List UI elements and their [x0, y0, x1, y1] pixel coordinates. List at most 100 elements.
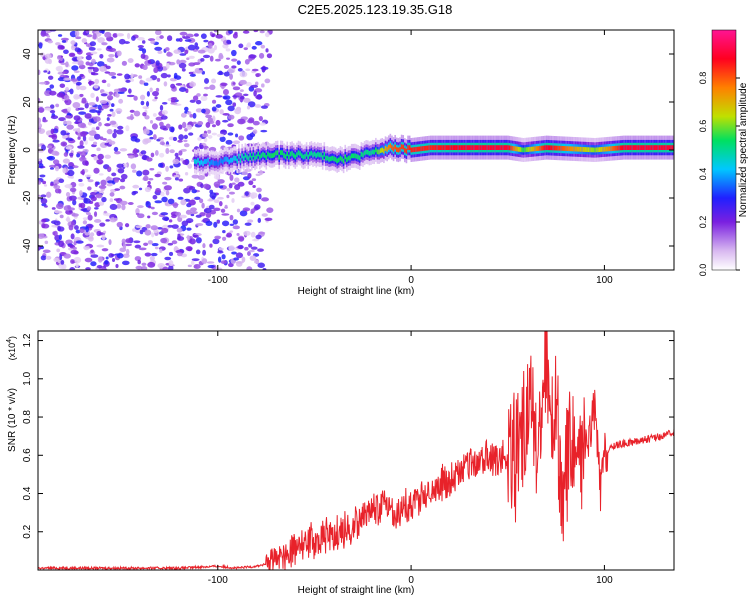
noise-speckle: [65, 137, 73, 141]
ridge-cell: [535, 146, 538, 152]
noise-speckle: [139, 79, 143, 85]
noise-speckle: [161, 110, 168, 115]
noise-speckle: [183, 134, 188, 140]
noise-speckle: [101, 30, 105, 35]
noise-speckle: [65, 217, 71, 222]
ridge-cell: [325, 155, 327, 161]
ridge-cell: [603, 146, 606, 152]
noise-speckle: [40, 52, 45, 57]
ridge-cell: [561, 146, 564, 151]
noise-speckle: [154, 173, 161, 178]
noise-speckle: [159, 104, 164, 111]
ridge-cell: [494, 145, 496, 150]
noise-speckle: [69, 152, 74, 157]
noise-speckle: [151, 232, 155, 238]
noise-speckle: [114, 188, 121, 191]
noise-speckle: [107, 94, 114, 101]
noise-speckle: [81, 168, 85, 176]
noise-speckle: [119, 247, 127, 252]
ridge-cell: [297, 150, 300, 156]
noise-speckle: [74, 225, 79, 230]
ridge-cell: [434, 145, 437, 150]
noise-speckle: [179, 53, 187, 56]
noise-speckle: [106, 183, 113, 187]
noise-speckle: [169, 126, 175, 133]
noise-speckle: [161, 227, 169, 234]
ridge-cell: [363, 150, 366, 156]
noise-speckle: [197, 49, 206, 54]
noise-speckle: [189, 238, 196, 245]
ridge-cell: [507, 145, 509, 150]
noise-speckle: [133, 240, 141, 244]
noise-speckle: [63, 205, 72, 212]
ridge-cell: [307, 154, 309, 160]
noise-speckle: [195, 249, 201, 255]
noise-speckle: [55, 203, 64, 210]
noise-speckle: [54, 188, 61, 194]
ridge-cell: [263, 152, 266, 158]
noise-speckle: [44, 107, 52, 111]
noise-speckle: [222, 95, 231, 100]
ridge-cell: [462, 145, 464, 150]
ridge-cell: [273, 152, 276, 158]
noise-speckle: [254, 41, 263, 46]
noise-speckle: [213, 221, 218, 228]
ridge-cell: [452, 145, 454, 150]
noise-speckle: [154, 246, 159, 250]
noise-speckle: [100, 179, 107, 186]
noise-speckle: [195, 108, 203, 113]
snr-x-tick-label: 0: [408, 575, 414, 586]
noise-speckle: [227, 123, 234, 128]
noise-speckle: [178, 150, 183, 156]
noise-speckle: [169, 251, 174, 257]
ridge-cell: [668, 145, 671, 150]
noise-speckle: [44, 240, 49, 245]
noise-speckle: [164, 144, 171, 147]
ridge-cell: [666, 145, 669, 150]
noise-speckle: [77, 145, 85, 149]
noise-speckle: [51, 150, 59, 156]
ridge-cell: [230, 157, 232, 163]
noise-speckle: [195, 237, 202, 244]
noise-speckle: [232, 86, 241, 91]
noise-speckle: [89, 232, 95, 237]
ridge-cell: [289, 151, 292, 157]
ridge-cell: [568, 146, 570, 152]
noise-speckle: [261, 83, 265, 88]
ridge-cell: [358, 155, 361, 161]
noise-speckle: [243, 97, 251, 103]
noise-speckle: [221, 85, 225, 90]
ridge-cell: [226, 157, 229, 163]
noise-speckle: [232, 82, 236, 85]
ridge-cell: [597, 147, 599, 153]
noise-speckle: [88, 130, 97, 136]
ridge-cell: [447, 145, 450, 150]
noise-speckle: [187, 246, 193, 252]
noise-speckle: [211, 132, 218, 136]
ridge-cell: [203, 159, 206, 164]
ridge-cell: [366, 149, 369, 155]
noise-speckle: [165, 147, 170, 155]
ridge-cell: [628, 145, 630, 150]
noise-speckle: [234, 92, 243, 97]
noise-speckle: [194, 69, 203, 74]
noise-speckle: [146, 91, 150, 97]
noise-speckle: [64, 87, 70, 92]
noise-speckle: [144, 186, 151, 193]
ridge-cell: [510, 145, 512, 151]
ridge-cell: [381, 147, 384, 153]
noise-speckle: [221, 213, 230, 216]
noise-speckle: [40, 255, 47, 261]
noise-speckle: [70, 249, 79, 255]
noise-speckle: [41, 144, 46, 151]
figure-title: C2E5.2025.123.19.35.G18: [297, 2, 453, 17]
noise-speckle: [116, 163, 124, 169]
noise-speckle: [195, 214, 202, 218]
noise-speckle: [186, 124, 193, 130]
ridge-cell: [513, 146, 515, 151]
noise-speckle: [226, 187, 231, 192]
noise-speckle: [228, 30, 233, 34]
noise-speckle: [204, 78, 210, 84]
ridge-cell: [529, 146, 531, 152]
noise-speckle: [48, 134, 57, 138]
